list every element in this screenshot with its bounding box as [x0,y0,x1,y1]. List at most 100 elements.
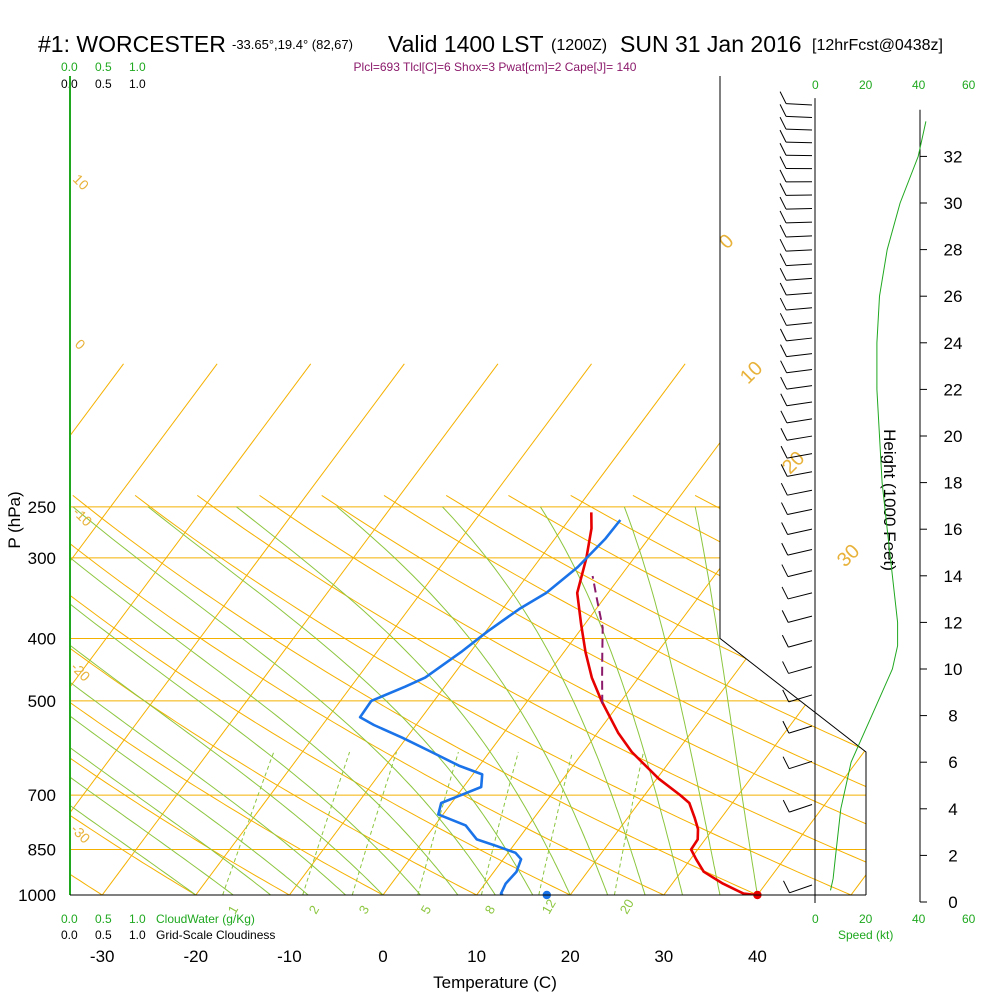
chart-grid [70,363,866,895]
moist-adiabat-line [623,506,721,895]
mixing-ratio-line [538,751,573,895]
moist-adiabat-line [147,506,534,895]
wind-barb-flag [782,689,790,703]
wind-barb-flag [782,661,789,674]
wind-barb [786,353,813,358]
wind-barb [786,385,813,390]
mixing-ratio-label: 5 [418,903,435,917]
title-utc: (1200Z) [551,37,607,54]
pressure-axis-title: P (hPa) [5,491,24,548]
wind-barb [788,725,813,734]
speed-tick-bottom-1: 20 [859,912,873,926]
wind-barb-flag [780,344,787,357]
wind-barb [786,277,813,281]
cloudiness-tick-bottom-1: 0.5 [95,928,112,942]
wind-barb [786,322,813,326]
wind-barb-flag [779,297,787,311]
temperature-tick-label: 20 [561,947,580,966]
wind-barb [787,592,813,600]
mixing-ratio-line [417,751,459,895]
isotherm-line [70,363,405,895]
height-tick-label: 2 [948,846,957,865]
mixing-ratio-label: 12 [539,896,559,916]
isotherm-line [288,363,686,895]
wind-barb [786,418,813,424]
height-tick-label: 26 [944,287,963,306]
wind-barb-flag [780,428,788,441]
wind-barb [786,249,813,252]
isotherm-label: 10 [736,357,767,388]
wind-barb [787,489,813,496]
wind-barb-flag [779,224,787,238]
wind-barb-flag [779,253,787,266]
cloudwater-tick-bottom-2: 1.0 [129,912,146,926]
pressure-tick-label: 850 [28,840,56,859]
moist-adiabat-line [72,506,496,895]
wind-barb-flag [779,267,787,281]
wind-barb-flag [781,502,788,515]
dry-adiabat-line [259,494,866,895]
temperature-axis-title: Temperature (C) [433,973,557,992]
wind-barb [787,508,813,516]
wind-barb [789,884,813,894]
moist-adiabat-line [70,506,272,895]
wind-barb-flag [781,586,789,600]
wind-barb-flag [779,282,787,296]
title-coords: -33.65°,19.4° (82,67) [232,37,353,52]
wind-barb [786,103,813,106]
wind-barb [786,453,813,459]
wind-barb-flag [780,445,788,459]
isotherm-label: 0 [72,336,89,353]
height-tick-label: 14 [944,567,963,586]
dry-adiabat-line [70,495,694,895]
mixing-ratio-label: 8 [482,903,499,917]
moist-adiabat-line [70,506,309,895]
mixing-ratio-label: 2 [306,903,323,917]
temperature-tick-label: 30 [654,947,673,966]
speed-tick-bottom-2: 40 [912,912,926,926]
height-tick-label: 24 [944,334,963,353]
wind-barb-flag [779,129,787,143]
wind-barb-flag [781,522,789,535]
isotherm-line [70,363,218,895]
temperature-tick-label: 0 [378,947,387,966]
speed-tick-top-0: 0 [812,78,819,92]
wind-barb-flag [780,410,788,424]
height-tick-label: 28 [944,241,963,260]
mixing-ratio-line [302,751,351,895]
wind-barb-flag [781,542,789,556]
height-tick-label: 4 [948,800,957,819]
height-tick-label: 18 [944,474,963,493]
cloudwater-tick-top-1: 0.5 [95,60,112,74]
plot-boundary [719,76,867,895]
wind-barb [786,401,813,407]
height-tick-label: 10 [944,660,963,679]
wind-barb [786,292,813,296]
moist-adiabat-line [70,506,234,895]
isotherm-line [70,363,312,895]
chart-axes: 1 2 3 5 8 12 20100-10-20-300102030250300400500… [18,76,962,966]
temperature-tick-label: -30 [90,947,115,966]
mixing-ratio-label: 3 [356,903,373,917]
dry-adiabat-line [70,495,599,895]
cloudiness-label: Grid-Scale Cloudiness [156,928,275,942]
moist-adiabat-line [694,506,758,895]
wind-barb [786,207,813,210]
wind-barb [787,570,813,578]
title-forecast: [12hrFcst@0438z] [812,37,943,54]
isotherm-label: 20 [778,447,809,478]
isotherm-line [850,363,866,895]
speed-tick-top-1: 20 [859,78,873,92]
wind-barb [788,760,813,770]
wind-barb-flag [783,880,790,894]
wind-barb-flag [782,720,790,734]
speed-tick-top-3: 60 [962,78,976,92]
wind-barb [788,615,813,623]
speed-axis-label: Speed (kt) [838,928,893,942]
height-tick-label: 6 [948,753,957,772]
wind-barb [786,307,813,311]
moist-adiabat-line [336,506,609,895]
isotherm-label: 0 [715,230,738,253]
wind-barb [788,666,813,674]
height-tick-label: 16 [944,520,963,539]
